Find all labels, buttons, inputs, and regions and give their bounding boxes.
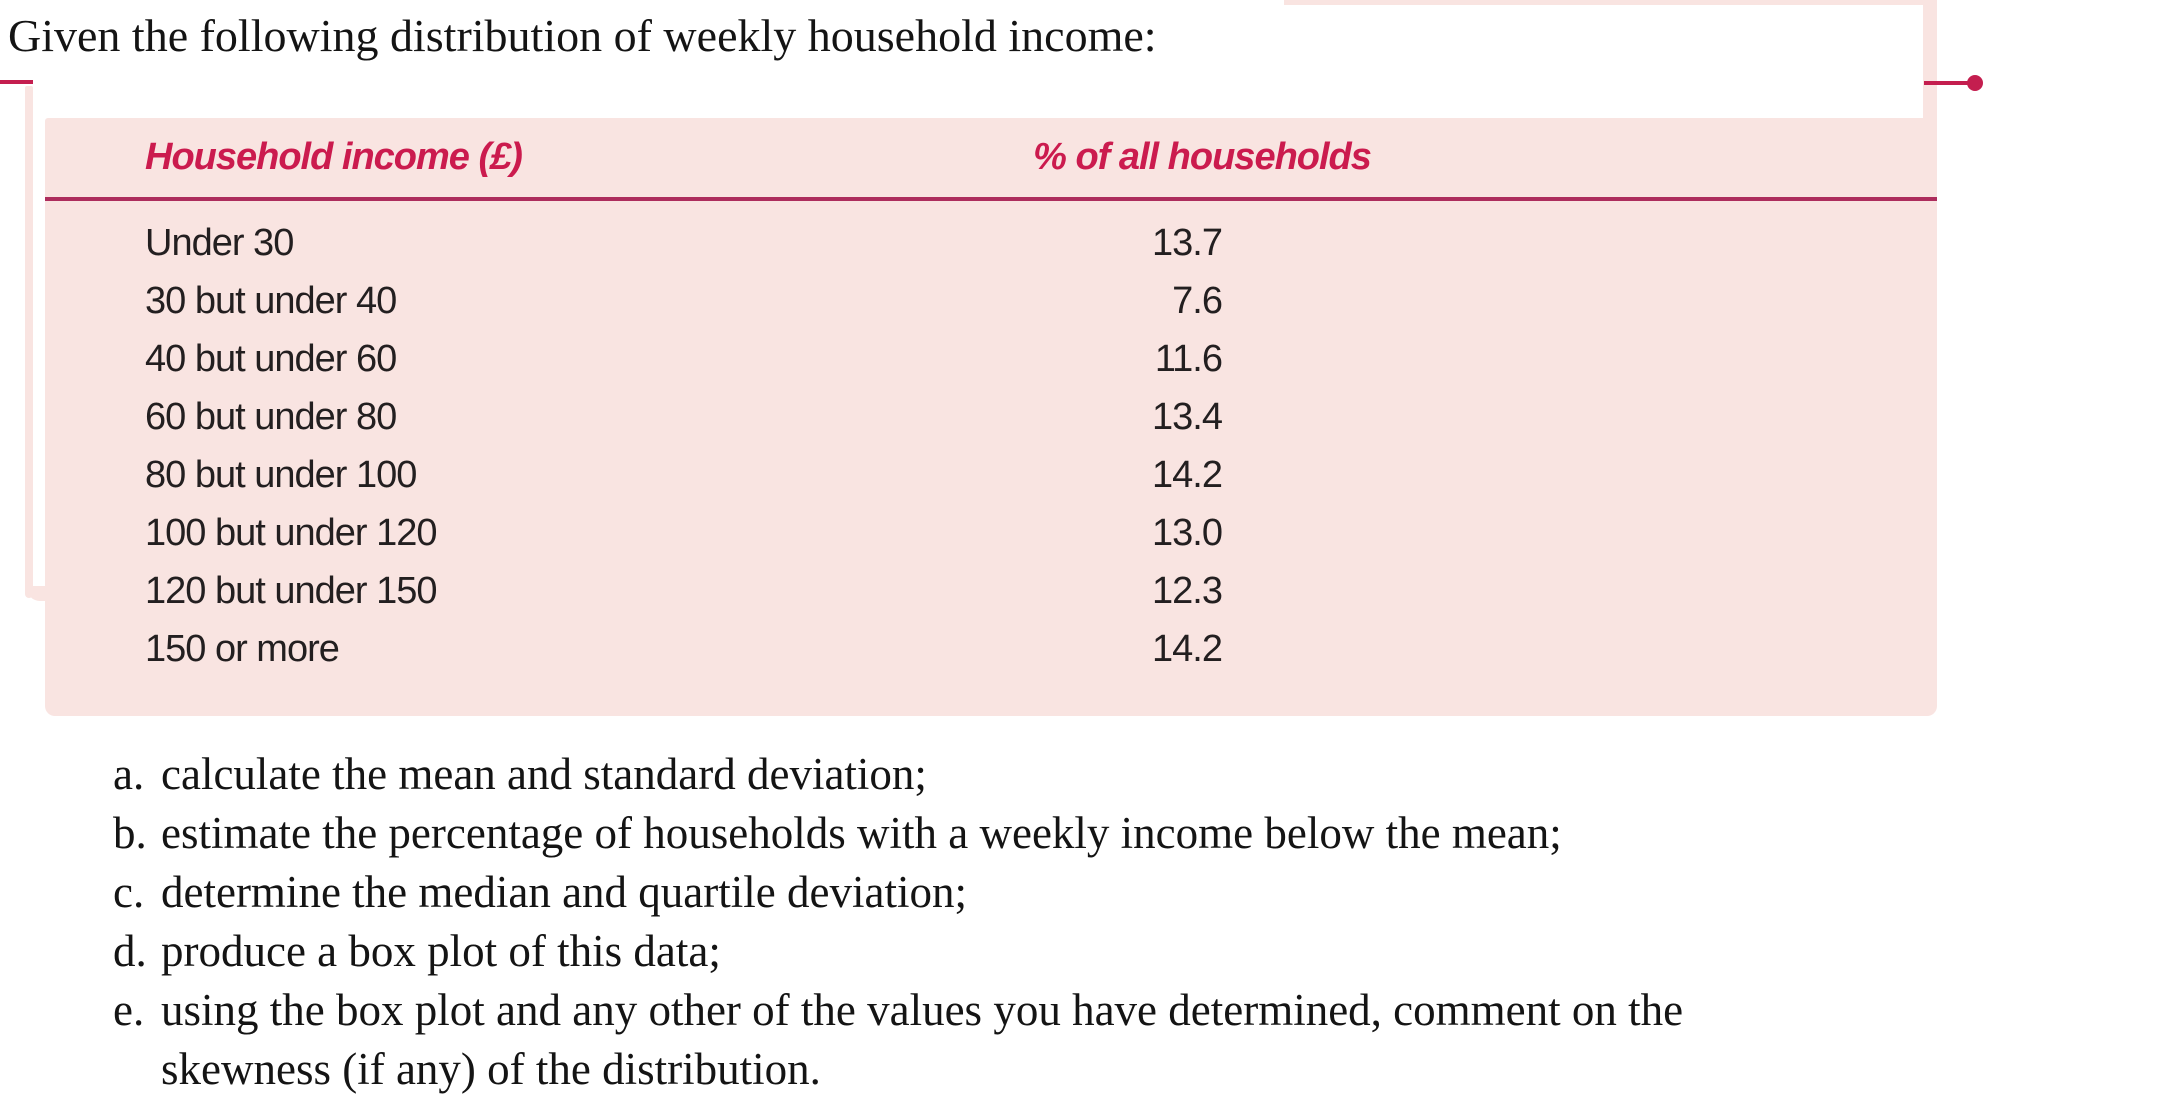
- income-band: 120 but under 150: [145, 569, 438, 612]
- income-table-panel: Household income (£) % of all households…: [45, 118, 1937, 716]
- list-item: a. calculate the mean and standard devia…: [113, 745, 1913, 804]
- percentage-value: 7.6: [1172, 279, 1223, 322]
- income-band: Under 30: [145, 221, 294, 264]
- list-item: d. produce a box plot of this data;: [113, 922, 1913, 981]
- rule-end-dot-icon: [1967, 75, 1983, 91]
- list-item: c. determine the median and quartile dev…: [113, 863, 1913, 922]
- table-row: 120 but under 150 12.3: [45, 562, 1937, 620]
- income-band: 150 or more: [145, 627, 340, 670]
- question-intro-text: Given the following distribution of week…: [8, 10, 1157, 61]
- percentage-value: 13.7: [1152, 221, 1223, 264]
- income-band: 100 but under 120: [145, 511, 438, 554]
- table-row: 60 but under 80 13.4: [45, 388, 1937, 446]
- question-parts-list: a. calculate the mean and standard devia…: [113, 745, 1913, 1099]
- percentage-value: 14.2: [1152, 453, 1223, 496]
- percentage-value: 13.0: [1152, 511, 1223, 554]
- list-item-text: produce a box plot of this data;: [161, 926, 721, 976]
- panel-top-edge-strip: [1284, 0, 1937, 5]
- list-item-marker: c.: [113, 867, 145, 917]
- section-rule-right: [1924, 81, 1972, 85]
- income-band: 30 but under 40: [145, 279, 397, 322]
- list-item-text-continuation: skewness (if any) of the distribution.: [161, 1044, 821, 1094]
- list-item-marker: b.: [113, 808, 147, 858]
- panel-right-edge-strip: [1923, 0, 1937, 122]
- income-band: 80 but under 100: [145, 453, 417, 496]
- table-row: Under 30 13.7: [45, 214, 1937, 272]
- table-row: 100 but under 120 13.0: [45, 504, 1937, 562]
- percentage-value: 11.6: [1154, 337, 1223, 380]
- table-body: Under 30 13.7 30 but under 40 7.6 40 but…: [45, 201, 1937, 678]
- list-item-marker: a.: [113, 749, 145, 799]
- percentage-value: 12.3: [1152, 569, 1223, 612]
- list-item: b. estimate the percentage of households…: [113, 804, 1913, 863]
- list-item-text: determine the median and quartile deviat…: [161, 867, 967, 917]
- column-header-percentage: % of all households: [1033, 136, 1372, 178]
- list-item-text: calculate the mean and standard deviatio…: [161, 749, 927, 799]
- income-band: 60 but under 80: [145, 395, 397, 438]
- table-row: 40 but under 60 11.6: [45, 330, 1937, 388]
- list-item-marker: e.: [113, 985, 145, 1035]
- table-row: 30 but under 40 7.6: [45, 272, 1937, 330]
- column-header-income: Household income (£): [145, 136, 523, 178]
- section-rule-left: [0, 80, 33, 84]
- list-item-text: using the box plot and any other of the …: [161, 985, 1684, 1035]
- left-bracket-line: [25, 86, 33, 598]
- percentage-value: 13.4: [1152, 395, 1223, 438]
- table-row: 80 but under 100 14.2: [45, 446, 1937, 504]
- table-row: 150 or more 14.2: [45, 620, 1937, 678]
- list-item-marker: d.: [113, 926, 147, 976]
- table-header-rule: [45, 197, 1937, 201]
- list-item: e. using the box plot and any other of t…: [113, 981, 1913, 1099]
- table-header-row: Household income (£) % of all households: [45, 118, 1937, 197]
- percentage-value: 14.2: [1152, 627, 1223, 670]
- income-band: 40 but under 60: [145, 337, 397, 380]
- list-item-text: estimate the percentage of households wi…: [161, 808, 1562, 858]
- left-bracket-corner: [27, 586, 45, 601]
